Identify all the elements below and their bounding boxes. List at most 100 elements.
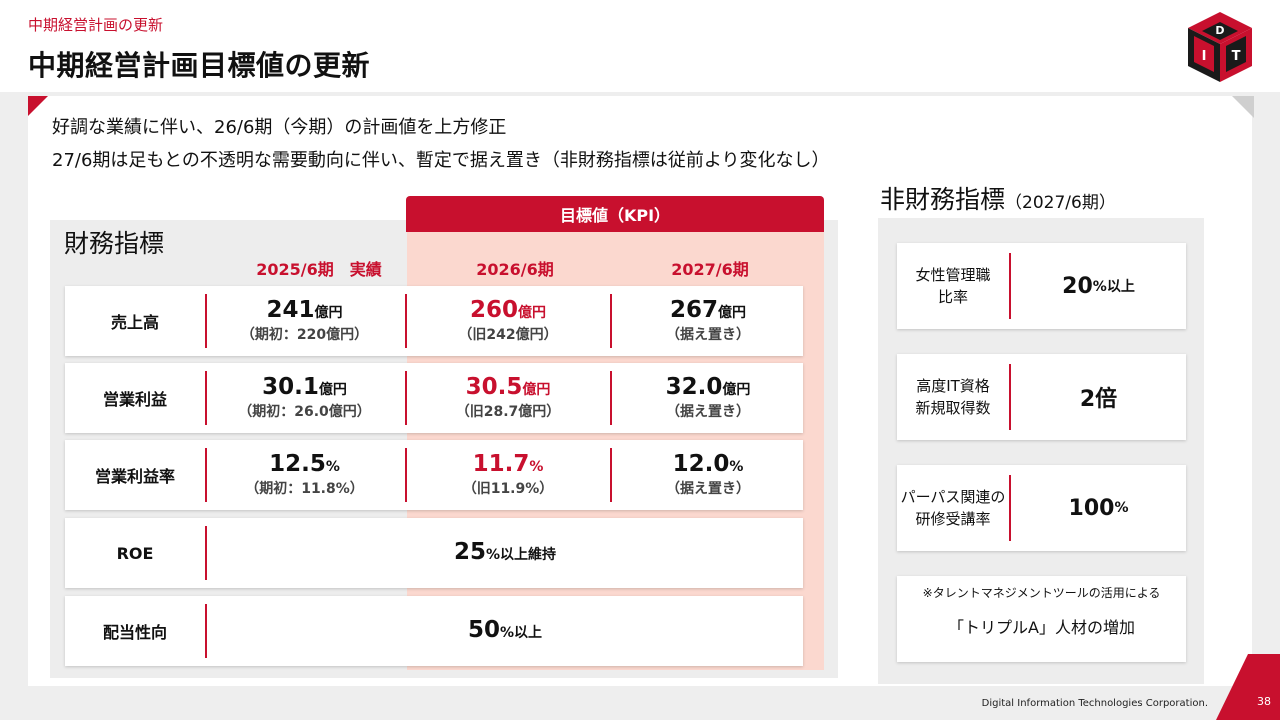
footer-corporation: Digital Information Technologies Corpora… [981,698,1208,709]
card-label-line: 新規取得数 [915,399,991,417]
page-number-accent [1216,654,1248,720]
note-line-2: 「トリプルA」人材の増加 [948,618,1135,637]
kpi-header: 目標値（KPI） [406,196,824,232]
card-value: 2倍 [1011,354,1186,440]
intro-line-2: 27/6期は足もとの不透明な需要動向に伴い、暫定で据え置き（非財務指標は従前より… [52,150,830,171]
cell-value: 11.7 [472,450,530,477]
logo-letter-i: I [1202,49,1207,64]
cell-all-periods: 50%以上 [207,596,803,666]
cell-value: 25 [453,539,486,566]
cell-2027: 32.0億円 （据え置き） [613,363,803,433]
logo-letter-t: T [1232,49,1241,64]
row-label: 営業利益率 [94,467,175,486]
cell-2025: 241億円 （期初：220億円） [207,286,402,356]
card-value-number: 2倍 [1079,387,1118,412]
cell-note: （旧28.7億円） [455,404,561,421]
card-value-unit: % [1114,500,1129,516]
page-number-box [1248,654,1280,720]
card-value-unit: %以上 [1092,279,1135,295]
cell-2026: 30.5億円 （旧28.7億円） [408,363,608,433]
header-background [0,0,1280,92]
non-financial-title-text: 非財務指標 [880,185,1006,214]
cell-value: 30.5 [465,373,523,400]
card-divider [1009,475,1011,541]
card-value: 20 %以上 [1011,243,1186,329]
card-label-line: 高度IT資格 [916,376,990,395]
card-label-line: 女性管理職 [915,265,991,284]
non-financial-card-purpose-training: パーパス関連の 研修受講率 100% [897,465,1186,551]
table-row-sales: 売上高 241億円 （期初：220億円） 260億円 （旧242億円） 267億… [65,286,803,356]
cell-value: 12.5 [269,450,326,477]
cell-unit: 億円 [318,381,347,398]
non-financial-card-it-certification: 高度IT資格 新規取得数 2倍 [897,354,1186,440]
cell-note: （据え置き） [666,327,750,344]
logo-letter-d: D [1215,24,1224,37]
cell-2025: 12.5% （期初：11.8%） [207,440,402,510]
cell-2027: 12.0% （据え置き） [613,440,803,510]
cell-note: （旧242億円） [458,327,558,344]
table-row-operating-profit: 営業利益 30.1億円 （期初：26.0億円） 30.5億円 （旧28.7億円）… [65,363,803,433]
cell-value: 241 [266,296,315,323]
cell-note: （旧11.9%） [462,481,554,498]
note-line-1: ※タレントマネジメントツールの活用による [922,586,1161,600]
cell-unit: % [529,458,544,475]
cell-value: 267 [669,296,718,323]
breadcrumb: 中期経営計画の更新 [28,16,164,34]
row-divider [610,371,612,425]
row-label: 営業利益 [102,390,167,409]
cell-unit: % [325,458,340,475]
row-label: 売上高 [110,313,159,332]
card-label-line: パーパス関連の [900,487,1006,506]
corner-fold [1232,96,1254,118]
row-label: ROE [116,543,154,563]
row-divider [405,448,407,502]
financial-title: 財務指標 [64,229,165,258]
card-value-number: 20 [1062,273,1093,299]
cell-value: 32.0 [665,373,723,400]
card-label: 女性管理職 比率 [897,243,1009,329]
cell-unit: 億円 [522,381,551,398]
cell-unit: 億円 [314,304,343,321]
cell-note: （期初：220億円） [240,327,369,344]
non-financial-note-card: ※タレントマネジメントツールの活用による 「トリプルA」人材の増加 [897,576,1186,662]
row-label: 配当性向 [102,623,167,642]
cell-all-periods: 25%以上維持 [207,518,803,588]
row-divider [205,371,207,425]
cell-value: 260 [469,296,518,323]
column-header-2025: 2025/6期 実績 [256,260,382,279]
cell-unit: %以上 [499,625,543,642]
dit-cube-logo-icon: D I T [1188,12,1252,82]
cell-value: 50 [467,617,500,644]
row-divider [405,371,407,425]
cell-unit: 億円 [518,304,546,321]
cell-2026: 260億円 （旧242億円） [408,286,608,356]
card-label-line: 研修受講率 [915,510,991,528]
card-divider [1009,253,1011,319]
cell-2025: 30.1億円 （期初：26.0億円） [207,363,402,433]
card-divider [1009,364,1011,430]
row-divider [610,294,612,348]
row-divider [405,294,407,348]
card-label: パーパス関連の 研修受講率 [897,465,1009,551]
table-row-roe: ROE 25%以上維持 [65,518,803,588]
non-financial-card-women-managers: 女性管理職比率 20 %以上 [897,243,1186,329]
row-divider [205,604,207,658]
non-financial-title-period: （2027/6期） [1005,193,1116,213]
cell-unit: 億円 [722,381,751,398]
cell-2027: 267億円 （据え置き） [613,286,803,356]
cell-note: （据え置き） [666,404,750,421]
card-value-number: 100 [1068,495,1115,521]
non-financial-title: 非財務指標（2027/6期） [880,180,1116,216]
card-value: 100% [1011,465,1186,551]
cell-unit: % [729,458,744,475]
corner-accent [28,96,48,116]
table-row-operating-margin: 営業利益率 12.5% （期初：11.8%） 11.7% （旧11.9%） 12… [65,440,803,510]
column-header-2026: 2026/6期 [476,260,554,279]
card-label-line: 比率 [937,288,968,306]
row-divider [205,448,207,502]
page-title: 中期経営計画目標値の更新 [28,49,371,82]
card-label: 高度IT資格 新規取得数 [897,354,1009,440]
column-header-2027: 2027/6期 [671,260,749,279]
intro-line-1: 好調な業績に伴い、26/6期（今期）の計画値を上方修正 [52,117,507,138]
cell-note: （据え置き） [666,481,750,498]
